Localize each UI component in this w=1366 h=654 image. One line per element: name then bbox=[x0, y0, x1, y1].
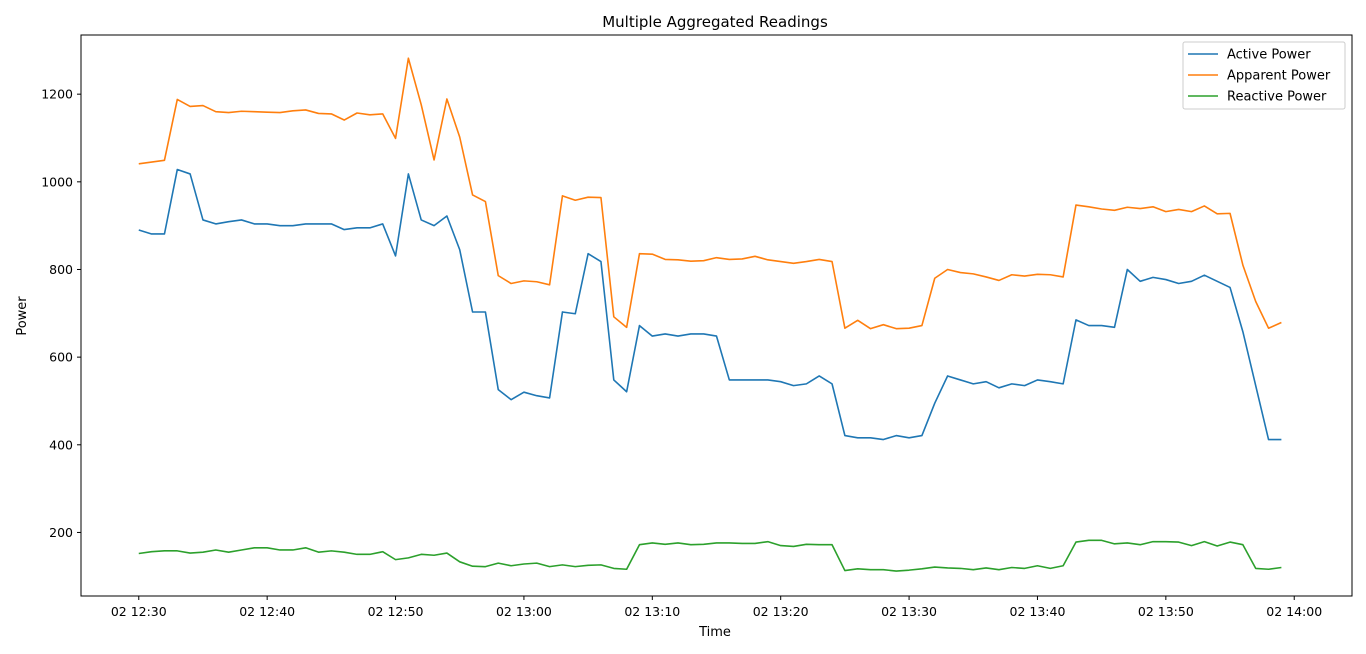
y-tick-label: 1000 bbox=[41, 174, 73, 189]
legend-frame bbox=[1182, 41, 1346, 110]
y-tick-label: 800 bbox=[49, 262, 73, 277]
active-power-line bbox=[138, 168, 1282, 441]
plot-frame bbox=[80, 34, 1353, 597]
plot-area bbox=[138, 57, 1282, 572]
x-tick-label: 02 13:30 bbox=[881, 604, 937, 619]
x-tick-label: 02 13:40 bbox=[1010, 604, 1066, 619]
y-axis-label: Power bbox=[15, 296, 30, 336]
x-tick-label: 02 14:00 bbox=[1266, 604, 1322, 619]
x-tick-label: 02 13:00 bbox=[496, 604, 552, 619]
x-tick-label: 02 12:40 bbox=[239, 604, 295, 619]
legend-label-apparent-power: Apparent Power bbox=[1227, 69, 1331, 84]
x-tick-label: 02 13:10 bbox=[624, 604, 680, 619]
legend: Active Power Apparent Power Reactive Power bbox=[1182, 41, 1346, 110]
y-axis: 200 400 600 800 1000 1200 bbox=[41, 87, 81, 540]
chart-title: Multiple Aggregated Readings bbox=[602, 13, 828, 31]
x-axis: 02 12:30 02 12:40 02 12:50 02 13:00 02 13:10… bbox=[111, 596, 1322, 619]
reactive-power-line bbox=[138, 539, 1282, 572]
x-tick-label: 02 12:30 bbox=[111, 604, 167, 619]
legend-label-active-power: Active Power bbox=[1227, 48, 1311, 63]
y-tick-label: 600 bbox=[49, 350, 73, 365]
x-tick-label: 02 12:50 bbox=[368, 604, 424, 619]
x-tick-label: 02 13:20 bbox=[753, 604, 809, 619]
x-axis-label: Time bbox=[698, 625, 731, 640]
apparent-power-line bbox=[138, 57, 1282, 330]
y-tick-label: 400 bbox=[49, 437, 73, 452]
y-tick-label: 200 bbox=[49, 525, 73, 540]
x-tick-label: 02 13:50 bbox=[1138, 604, 1194, 619]
legend-label-reactive-power: Reactive Power bbox=[1227, 90, 1327, 105]
y-tick-label: 1200 bbox=[41, 87, 73, 102]
